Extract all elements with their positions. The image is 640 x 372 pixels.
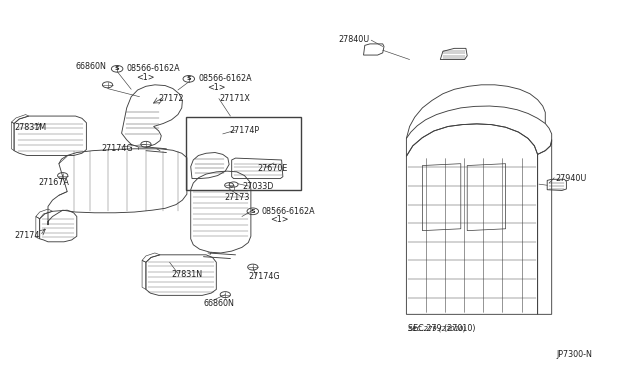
Text: 66860N: 66860N xyxy=(76,62,106,71)
Text: 27174P: 27174P xyxy=(229,126,259,135)
Text: 27174: 27174 xyxy=(14,231,40,240)
Text: <1>: <1> xyxy=(207,83,225,92)
Text: 27173: 27173 xyxy=(224,193,250,202)
Text: S: S xyxy=(115,66,120,71)
Text: SEC.279 (27010): SEC.279 (27010) xyxy=(408,324,476,333)
Text: 27171X: 27171X xyxy=(219,94,250,103)
Text: 08566-6162A: 08566-6162A xyxy=(198,74,252,83)
Text: 27172: 27172 xyxy=(159,94,184,103)
Text: 08566-6162A: 08566-6162A xyxy=(127,64,180,73)
Text: 27670E: 27670E xyxy=(257,164,287,173)
Text: S: S xyxy=(186,76,191,81)
Text: SEC.279 (27010): SEC.279 (27010) xyxy=(408,326,467,333)
Text: JP7300-N: JP7300-N xyxy=(557,350,593,359)
Text: 66860N: 66860N xyxy=(204,299,234,308)
Text: 27167A: 27167A xyxy=(38,178,69,187)
Text: 08566-6162A: 08566-6162A xyxy=(261,207,315,216)
Text: 27831M: 27831M xyxy=(14,123,46,132)
Text: 27174G: 27174G xyxy=(101,144,132,153)
Text: 27840U: 27840U xyxy=(338,35,369,44)
Text: <1>: <1> xyxy=(136,73,155,81)
Text: 27033D: 27033D xyxy=(242,182,273,191)
Text: 27174G: 27174G xyxy=(248,272,280,280)
Text: <1>: <1> xyxy=(270,215,289,224)
Text: S: S xyxy=(250,209,255,214)
Text: 27831N: 27831N xyxy=(172,270,203,279)
Text: 27940U: 27940U xyxy=(556,174,587,183)
